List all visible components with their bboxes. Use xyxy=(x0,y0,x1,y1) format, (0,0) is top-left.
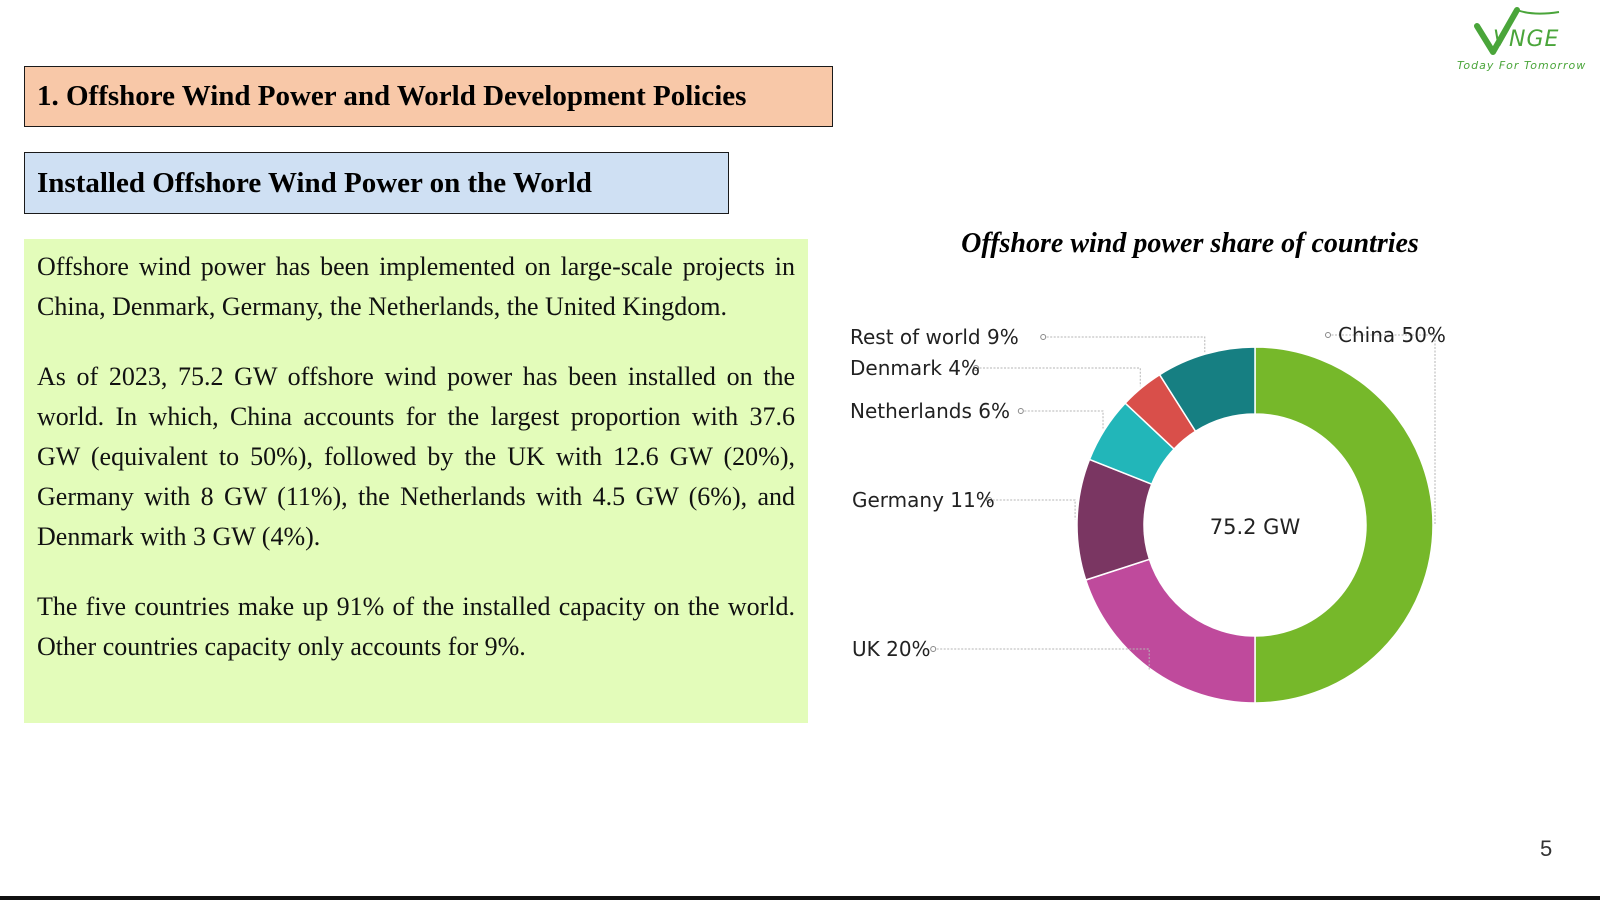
donut-slice xyxy=(1158,346,1256,433)
paragraph-2: As of 2023, 75.2 GW offshore wind power … xyxy=(37,362,795,551)
center-total-label: 75.2 GW xyxy=(1210,515,1301,539)
logo-tagline: Today For Tomorrow xyxy=(1457,59,1587,72)
logo-brand-text: VNGE xyxy=(1493,27,1560,52)
leader-dot xyxy=(930,646,937,652)
donut-slices xyxy=(1076,346,1434,704)
slice-label: China 50% xyxy=(1338,323,1446,347)
leader-line xyxy=(976,367,1141,387)
slide-bottom-border xyxy=(0,896,1600,900)
company-logo: VNGE Today For Tomorrow xyxy=(1445,6,1595,76)
leader-dot xyxy=(973,365,979,371)
section-title: 1. Offshore Wind Power and World Develop… xyxy=(24,66,833,127)
leader-line xyxy=(1328,334,1436,525)
slice-label: Denmark 4% xyxy=(850,356,980,380)
leader-dot xyxy=(1040,334,1047,340)
leader-line xyxy=(933,648,1150,671)
slice-label: Rest of world 9% xyxy=(850,325,1019,349)
logo-swoosh-icon xyxy=(1474,7,1560,55)
text-panel: Offshore wind power has been implemented… xyxy=(24,239,808,723)
paragraph-1: Offshore wind power has been implemented… xyxy=(37,252,795,321)
page-number: 5 xyxy=(1540,836,1553,861)
slice-labels: China 50% UK 20% Germany 11% Netherlands 6%… xyxy=(850,323,1446,661)
paragraph-3: The five countries make up 91% of the in… xyxy=(37,592,795,661)
donut-chart: China 50% UK 20% Germany 11% Netherlands 6%… xyxy=(850,323,1446,704)
leader-line xyxy=(1020,410,1104,429)
leader-dot xyxy=(1325,332,1331,338)
slice-label: UK 20% xyxy=(852,637,931,661)
leader-dot xyxy=(986,497,993,503)
leader-lines xyxy=(930,332,1436,671)
donut-slice xyxy=(1254,346,1434,704)
leader-line xyxy=(1043,336,1206,353)
subsection-title: Installed Offshore Wind Power on the Wor… xyxy=(24,152,729,214)
chart-title: Offshore wind power share of countries xyxy=(961,228,1419,259)
slice-label: Netherlands 6% xyxy=(850,399,1010,423)
donut-slice xyxy=(1084,558,1256,704)
leader-line xyxy=(989,499,1076,520)
slice-label: Germany 11% xyxy=(852,488,995,512)
leader-dot xyxy=(1017,408,1024,414)
